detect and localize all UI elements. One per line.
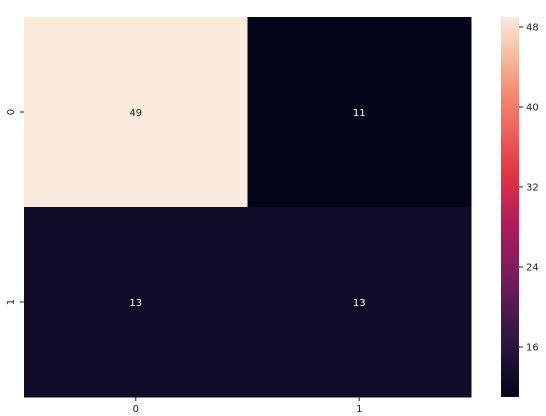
cell-value-r1-c0: 13 — [129, 298, 142, 309]
colorbar-gradient — [501, 17, 519, 397]
heatmap-cell-r0-c0 — [24, 17, 248, 208]
x-tick-label-0: 0 — [133, 404, 139, 415]
colorbar: 16 24 32 40 48 — [501, 17, 539, 397]
heatmap-cells — [24, 17, 472, 398]
heatmap-cell-r1-c0 — [24, 207, 248, 398]
cell-value-r1-c1: 13 — [353, 298, 366, 309]
cell-value-r0-c0: 49 — [129, 108, 142, 119]
colorbar-tick-label-1: 24 — [526, 263, 539, 274]
y-tick-label-0: 0 — [6, 109, 17, 115]
heatmap-cell-r0-c1 — [247, 17, 472, 208]
cell-annotations: 49 11 13 13 — [129, 108, 365, 309]
cell-value-r0-c1: 11 — [353, 108, 366, 119]
colorbar-tick-label-0: 16 — [526, 343, 539, 354]
colorbar-tick-label-2: 32 — [526, 183, 539, 194]
colorbar-tick-label-4: 48 — [526, 23, 539, 34]
colorbar-ticks: 16 24 32 40 48 — [519, 23, 539, 354]
colorbar-tick-label-3: 40 — [526, 103, 539, 114]
heatmap-cell-r1-c1 — [247, 207, 472, 398]
y-tick-label-1: 1 — [6, 299, 17, 305]
x-tick-label-1: 1 — [356, 404, 362, 415]
y-axis: 01 — [6, 109, 24, 305]
